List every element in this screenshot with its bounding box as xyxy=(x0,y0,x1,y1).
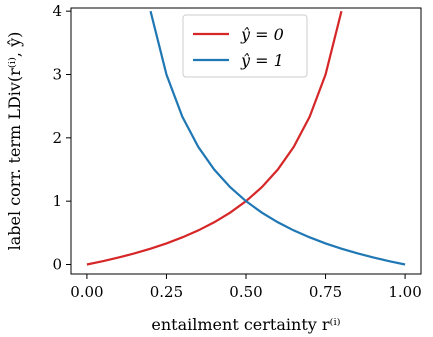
axes-layer: 0.00 0.25 0.50 0.75 1.00 0 1 2 3 4 xyxy=(52,2,421,301)
legend: ŷ = 0 ŷ = 1 xyxy=(182,14,308,78)
legend-label-1: ŷ = 1 xyxy=(240,51,284,70)
x-tick-label: 0.75 xyxy=(309,283,342,301)
x-tick-label: 0.00 xyxy=(70,283,103,301)
legend-box xyxy=(182,14,308,78)
y-tick-label: 2 xyxy=(52,129,62,147)
y-tick-label: 0 xyxy=(52,256,62,274)
x-tick-label: 0.50 xyxy=(229,283,262,301)
y-tick-label: 1 xyxy=(52,192,62,210)
legend-label-0: ŷ = 0 xyxy=(240,25,284,44)
y-tick-label: 3 xyxy=(52,66,62,84)
y-tick-label: 4 xyxy=(52,2,62,20)
series-line-1 xyxy=(149,10,406,266)
series-layer xyxy=(86,10,406,266)
x-tick-label: 1.00 xyxy=(388,283,421,301)
x-tick-label: 0.25 xyxy=(150,283,183,301)
y-axis-label: label corr. term LDiv(r⁽ⁱ⁾, ŷ) xyxy=(5,32,24,251)
series-line-0 xyxy=(86,10,343,266)
x-axis-label: entailment certainty r⁽ⁱ⁾ xyxy=(151,315,340,334)
